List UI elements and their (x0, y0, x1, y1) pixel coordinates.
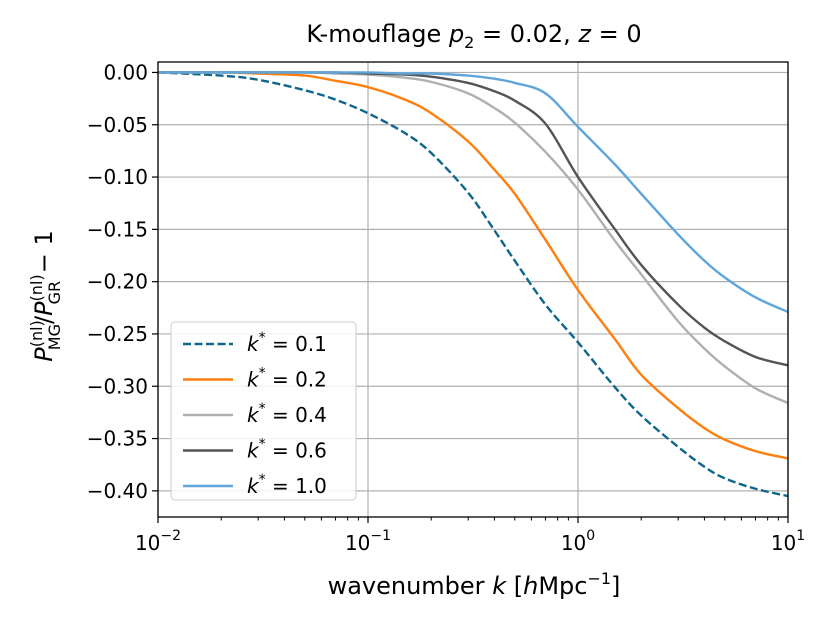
legend-label: k* = 0.4 (247, 401, 327, 427)
series-line-k0.2 (157, 71, 789, 460)
legend-items: k* = 0.1 k* = 0.2 k* = 0.4 k* = 0.6 k* = 1.0 (183, 330, 327, 498)
y-tick-label: −0.20 (87, 270, 148, 294)
series-line-k0.1 (157, 71, 789, 498)
x-tick-label: 10−2 (135, 528, 181, 555)
series-line-k0.6 (157, 71, 789, 367)
series-line-k1.0 (157, 71, 789, 314)
y-tick-label: −0.30 (87, 374, 148, 398)
ticks: 0.00 −0.05 −0.10 −0.15 −0.20 −0.25 −0.30 −0.35 −… (87, 60, 805, 555)
y-axis-label: P(nl)MG/P(nl)GR − 1 (27, 230, 64, 362)
y-tick-label: −0.15 (87, 217, 148, 241)
y-tick-label: −0.40 (87, 479, 148, 503)
chart-title: K-mouflage p2 = 0.02, z = 0 (306, 20, 641, 52)
y-tick-label: −0.05 (87, 113, 148, 137)
x-tick-label: 100 (561, 528, 595, 555)
x-tick-label: 101 (771, 528, 805, 555)
x-axis-label: wavenumber k [hMpc−1] (328, 569, 621, 600)
y-tick-label: −0.25 (87, 322, 148, 346)
series-layer (157, 71, 789, 498)
legend-label: k* = 0.6 (247, 437, 327, 463)
legend: k* = 0.1 k* = 0.2 k* = 0.4 k* = 0.6 k* = 1.0 (170, 321, 357, 501)
x-tick-label: 10−1 (345, 528, 391, 555)
legend-label: k* = 0.2 (247, 366, 327, 392)
legend-box (170, 321, 357, 501)
legend-label: k* = 1.0 (247, 472, 327, 498)
y-tick-label: −0.35 (87, 427, 148, 451)
legend-label: k* = 0.1 (247, 330, 327, 356)
y-tick-label: 0.00 (103, 60, 148, 84)
plot-frame (157, 61, 789, 518)
y-tick-label: −0.10 (87, 165, 148, 189)
